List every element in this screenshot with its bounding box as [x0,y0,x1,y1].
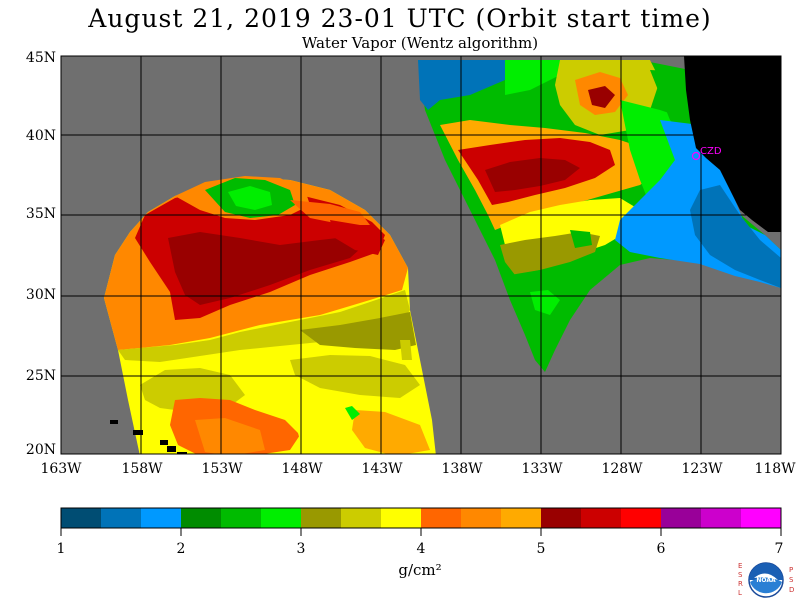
land-mass [684,56,781,232]
colorbar [60,507,782,536]
colorbar-label: 2 [176,541,186,557]
map-title: August 21, 2019 23-01 UTC (Orbit start t… [88,4,712,33]
logo-left-letter: R [738,580,743,588]
colorbar-label: 5 [536,541,546,557]
logo-right-letter: P [789,566,793,574]
colorbar-swatch [261,508,301,528]
station-marker [691,151,701,161]
colorbar-swatch [341,508,381,528]
lon-label: 123W [681,461,723,477]
colorbar-swatch [141,508,181,528]
right-orbit-swath [418,60,781,372]
lon-label: 163W [40,461,82,477]
lon-label: 158W [121,461,163,477]
lon-label: 133W [521,461,563,477]
hawaii-islands [110,420,187,454]
colorbar-swatch [461,508,501,528]
lon-label: 118W [754,461,796,477]
lat-label: 25N [25,368,56,384]
colorbar-label: 3 [296,541,306,557]
colorbar-label: 7 [774,541,784,557]
colorbar-swatch [101,508,141,528]
colorbar-swatch [501,508,541,528]
colorbar-swatch [381,508,421,528]
lat-label: 45N [25,50,56,66]
colorbar-swatch [701,508,741,528]
left-orbit-swath [104,176,436,454]
logo-left-letter: E [738,562,742,570]
lon-label: 143W [361,461,403,477]
lat-label: 20N [25,442,56,458]
logo-left-letter: L [738,589,742,597]
colorbar-swatch [61,508,101,528]
lon-label: 138W [441,461,483,477]
colorbar-swatch [741,508,781,528]
lon-label: 153W [201,461,243,477]
lat-lon-grid [61,56,781,454]
colorbar-swatch [181,508,221,528]
lon-label: 148W [281,461,323,477]
map-subtitle: Water Vapor (Wentz algorithm) [301,34,539,52]
logo-right-letter: S [789,576,794,584]
colorbar-swatch [221,508,261,528]
colorbar-swatch [581,508,621,528]
colorbar-swatch [621,508,661,528]
colorbar-label: 6 [656,541,666,557]
colorbar-label: 4 [416,541,426,557]
colorbar-unit: g/cm² [398,561,442,579]
lat-label: 35N [25,206,56,222]
lon-label: 128W [601,461,643,477]
station-label: CZD [700,146,722,157]
colorbar-swatch [661,508,701,528]
colorbar-swatch [301,508,341,528]
lat-label: 30N [25,287,56,303]
noaa-logo: E S R L P S D NOAA [736,558,796,600]
logo-right-letter: D [789,586,794,594]
colorbar-swatch [421,508,461,528]
colorbar-label: 1 [56,541,66,557]
lat-label: 40N [25,128,56,144]
svg-text:NOAA: NOAA [756,577,776,584]
logo-left-letter: S [738,571,743,579]
colorbar-swatch [541,508,581,528]
map-frame [60,55,782,455]
